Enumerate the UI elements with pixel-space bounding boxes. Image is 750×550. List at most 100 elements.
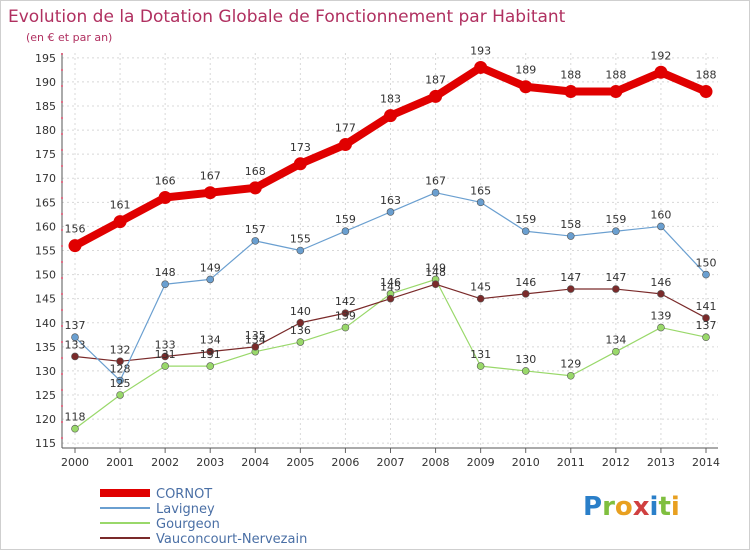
data-point bbox=[521, 227, 530, 236]
data-point bbox=[566, 371, 575, 380]
data-label: 128 bbox=[110, 363, 131, 376]
chart-title: Evolution de la Dotation Globale de Fonc… bbox=[8, 7, 566, 27]
data-label: 139 bbox=[335, 310, 356, 323]
x-tick-label: 2013 bbox=[647, 456, 675, 469]
data-point bbox=[161, 362, 169, 370]
data-label: 141 bbox=[696, 300, 717, 313]
x-tick-label: 2011 bbox=[557, 456, 585, 469]
data-label: 156 bbox=[65, 223, 86, 236]
data-point bbox=[206, 275, 215, 284]
x-tick-label: 2005 bbox=[286, 456, 314, 469]
legend-item: Gourgeon bbox=[100, 517, 220, 532]
data-label: 163 bbox=[380, 194, 401, 207]
data-label: 188 bbox=[605, 69, 626, 82]
data-point bbox=[521, 290, 530, 298]
data-point bbox=[206, 347, 215, 356]
data-label: 173 bbox=[290, 141, 311, 154]
data-point bbox=[113, 215, 127, 229]
data-point bbox=[203, 186, 217, 200]
data-label: 134 bbox=[245, 334, 266, 347]
data-label: 137 bbox=[65, 319, 86, 332]
y-tick-label: 185 bbox=[35, 100, 56, 113]
data-label: 133 bbox=[65, 338, 86, 351]
data-label: 187 bbox=[425, 73, 446, 86]
data-point bbox=[161, 352, 169, 361]
proxiti-logo: Proxiti bbox=[583, 492, 680, 522]
data-label: 161 bbox=[110, 199, 131, 212]
data-point bbox=[612, 227, 620, 236]
data-label: 167 bbox=[425, 175, 446, 188]
data-label: 133 bbox=[155, 338, 176, 351]
data-point bbox=[296, 338, 305, 346]
legend-label: Lavigney bbox=[156, 502, 215, 517]
data-label: 146 bbox=[380, 276, 401, 289]
x-tick-label: 2003 bbox=[196, 456, 224, 469]
y-tick-label: 135 bbox=[35, 341, 56, 354]
data-point bbox=[657, 323, 665, 332]
data-point bbox=[476, 362, 485, 370]
y-tick-label: 120 bbox=[35, 413, 56, 426]
data-point bbox=[158, 191, 172, 205]
data-label: 157 bbox=[245, 223, 266, 236]
data-label: 150 bbox=[696, 257, 717, 270]
data-point bbox=[384, 109, 397, 123]
data-point bbox=[251, 343, 260, 351]
x-tick-label: 2007 bbox=[377, 456, 405, 469]
data-label: 134 bbox=[200, 334, 221, 347]
data-point bbox=[71, 424, 79, 433]
logo-letter: o bbox=[615, 492, 633, 522]
data-point bbox=[68, 239, 82, 253]
data-point bbox=[116, 376, 124, 385]
axes: 115 120 125 130 135 140 145 150 155 160 165 170 175 1… bbox=[35, 52, 720, 469]
y-tick-label: 195 bbox=[35, 52, 56, 65]
data-point bbox=[341, 323, 350, 332]
series-layer bbox=[68, 60, 713, 433]
data-point bbox=[71, 352, 79, 361]
y-tick-label: 190 bbox=[35, 76, 56, 89]
data-label: 132 bbox=[110, 343, 131, 356]
legend-label: Vauconcourt-Nervezain bbox=[156, 532, 307, 547]
x-tick-label: 2000 bbox=[61, 456, 89, 469]
data-label: 168 bbox=[245, 165, 266, 178]
y-tick-label: 175 bbox=[35, 148, 56, 161]
data-label: 189 bbox=[515, 64, 536, 77]
x-tick-label: 2006 bbox=[331, 456, 359, 469]
data-point bbox=[293, 157, 307, 171]
data-label: 135 bbox=[245, 329, 266, 342]
legend: CORNOTLavigneyGourgeonVauconcourt-Nervez… bbox=[100, 487, 307, 547]
data-label: 140 bbox=[290, 305, 311, 318]
data-label: 130 bbox=[515, 353, 536, 366]
y-tick-label: 140 bbox=[35, 317, 56, 330]
data-labels: 156 161 166 167 168 173 177 183 187 193 189 188 188 1… bbox=[65, 44, 717, 423]
logo-letter: i bbox=[650, 492, 659, 522]
data-label: 160 bbox=[650, 208, 671, 221]
data-label: 155 bbox=[290, 233, 311, 246]
x-tick-label: 2004 bbox=[241, 456, 269, 469]
data-point bbox=[566, 232, 575, 240]
data-point bbox=[474, 60, 488, 74]
data-label: 165 bbox=[470, 184, 491, 197]
data-point bbox=[429, 89, 443, 103]
data-point bbox=[341, 227, 350, 236]
legend-item: Lavigney bbox=[100, 502, 215, 517]
legend-item: Vauconcourt-Nervezain bbox=[100, 532, 307, 547]
data-label: 158 bbox=[560, 218, 581, 231]
series-cornot bbox=[68, 60, 713, 253]
data-point bbox=[702, 333, 710, 342]
x-tick-label: 2008 bbox=[422, 456, 450, 469]
data-label: 147 bbox=[605, 271, 626, 284]
data-label: 148 bbox=[425, 266, 446, 279]
series-vauconcourt-nervezain bbox=[71, 280, 710, 366]
x-tick-label: 2014 bbox=[692, 456, 720, 469]
data-label: 188 bbox=[560, 69, 581, 82]
data-point bbox=[657, 222, 665, 231]
y-tick-label: 130 bbox=[35, 365, 56, 378]
data-point bbox=[161, 280, 169, 289]
data-point bbox=[431, 188, 440, 197]
data-point bbox=[566, 285, 575, 293]
y-tick-label: 145 bbox=[35, 293, 56, 306]
data-label: 136 bbox=[290, 324, 311, 337]
data-label: 166 bbox=[155, 175, 176, 188]
data-label: 188 bbox=[696, 69, 717, 82]
